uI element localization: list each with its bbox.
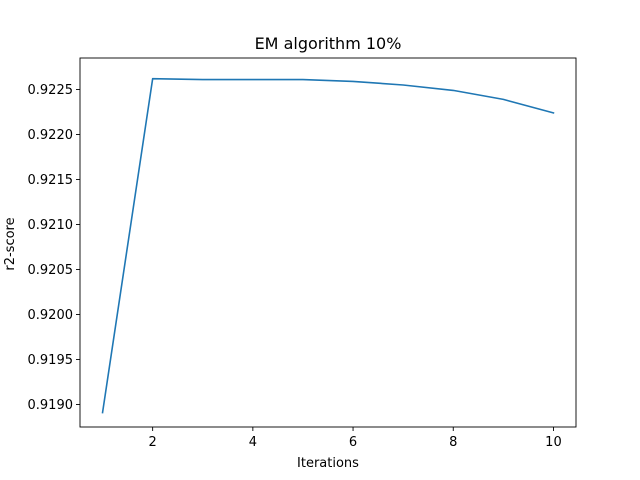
plot-area: 2 4 6 8 10 0.9190 0.9195 0.9200 0.9205 0.9210 0.92… bbox=[28, 57, 577, 450]
axes-frame bbox=[79, 57, 577, 428]
x-tick-label: 10 bbox=[545, 435, 562, 450]
x-tick-label: 6 bbox=[349, 435, 357, 450]
series-line-0 bbox=[101, 77, 555, 414]
y-tick-label: 0.9220 bbox=[28, 128, 74, 143]
x-tick-label: 8 bbox=[449, 435, 457, 450]
x-tick-label: 2 bbox=[149, 435, 157, 450]
y-axis-label: r2-score bbox=[3, 217, 18, 270]
x-tick-label: 4 bbox=[249, 435, 257, 450]
y-tick-label: 0.9205 bbox=[28, 263, 74, 278]
y-tick-label: 0.9190 bbox=[28, 398, 74, 413]
y-tick-label: 0.9210 bbox=[28, 218, 74, 233]
y-tick-label: 0.9195 bbox=[28, 353, 74, 368]
x-axis-label: Iterations bbox=[297, 456, 359, 471]
y-tick-label: 0.9215 bbox=[28, 173, 74, 188]
y-tick-label: 0.9225 bbox=[28, 83, 74, 98]
y-tick-label: 0.9200 bbox=[28, 308, 74, 323]
chart-title: EM algorithm 10% bbox=[255, 34, 402, 53]
